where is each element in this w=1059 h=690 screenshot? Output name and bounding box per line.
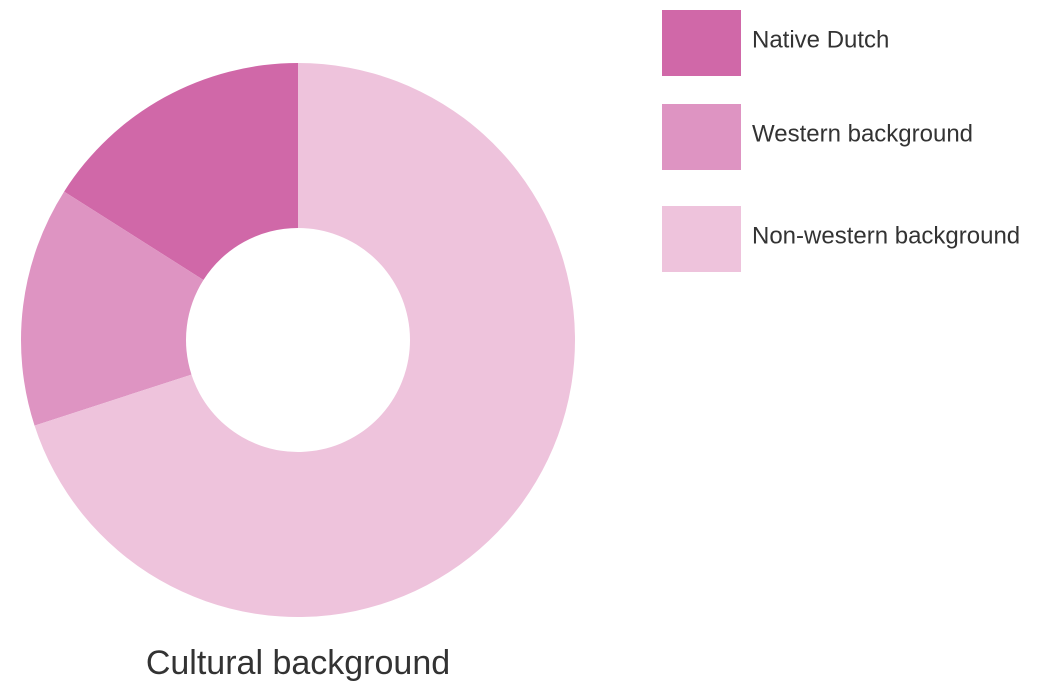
legend-label: Non-western background [752, 222, 1020, 249]
chart-title: Cultural background [146, 644, 450, 682]
donut-slice [64, 63, 299, 280]
legend-swatch [662, 206, 741, 272]
legend-swatch [662, 104, 741, 170]
donut-slice [34, 63, 575, 617]
legend-swatch [662, 10, 741, 76]
donut-slice [20, 191, 204, 426]
legend-label: Western background [752, 120, 973, 147]
legend-label: Native Dutch [752, 26, 889, 53]
